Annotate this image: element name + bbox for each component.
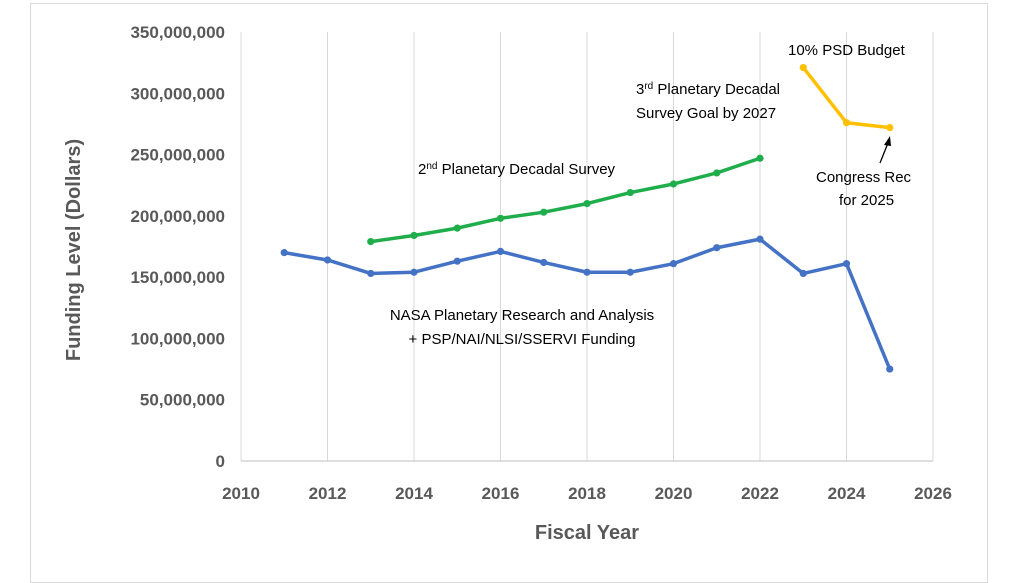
series-group [280, 63, 894, 373]
data-point [496, 247, 505, 256]
x-tick-label: 2016 [482, 484, 520, 503]
x-tick-label: 2010 [222, 484, 260, 503]
data-point [626, 188, 634, 197]
congress-arrow-head [884, 136, 891, 146]
data-point [626, 268, 634, 276]
data-point [799, 269, 807, 278]
x-tick-label: 2020 [655, 484, 693, 503]
annotation-second-survey: 2nd Planetary Decadal Survey [418, 161, 616, 179]
data-point [410, 268, 418, 276]
annotation-congress-line1: Congress Rec [816, 169, 912, 186]
y-tick-label: 150,000,000 [130, 268, 225, 287]
congress-arrow-line [879, 142, 889, 164]
data-point [713, 244, 721, 252]
y-tick-label: 100,000,000 [130, 329, 225, 348]
data-point [540, 258, 548, 267]
data-point [799, 63, 807, 72]
data-point [713, 169, 721, 177]
x-axis-title: Fiscal Year [535, 522, 639, 544]
data-point [583, 200, 591, 208]
y-axis-title: Funding Level (Dollars) [63, 139, 85, 361]
data-point [280, 249, 288, 257]
data-point [886, 124, 894, 132]
y-tick-label: 300,000,000 [130, 84, 225, 103]
x-tick-label: 2022 [741, 484, 779, 503]
data-point [756, 154, 764, 162]
x-tick-label: 2024 [828, 484, 866, 503]
data-point [323, 256, 332, 264]
annotation-third-survey-line1: 3rd Planetary Decadal [636, 81, 780, 99]
y-tick-label: 350,000,000 [130, 23, 225, 42]
data-point [410, 231, 418, 240]
y-tick-labels: 0 50,000,000 100,000,000 150,000,000 200,000… [130, 23, 225, 471]
data-point [669, 260, 678, 268]
data-point [540, 208, 548, 216]
x-tick-label: 2026 [914, 484, 952, 503]
data-point [453, 257, 461, 265]
data-point [842, 260, 851, 268]
x-tick-labels: 2010 2012 2014 2016 2018 2020 2022 2024 2026 [222, 484, 952, 503]
data-point [496, 214, 505, 222]
y-tick-label: 200,000,000 [130, 207, 225, 226]
annotation-nasa-line1: NASA Planetary Research and Analysis [390, 307, 654, 324]
data-point [886, 365, 894, 373]
data-point [367, 269, 375, 278]
data-point [367, 237, 375, 246]
annotation-psd-budget: 10% PSD Budget [788, 42, 906, 59]
annotation-third-survey-line2: Survey Goal by 2027 [636, 105, 776, 122]
x-tick-label: 2018 [568, 484, 606, 503]
data-point [842, 119, 851, 127]
gridlines [240, 32, 934, 461]
x-tick-label: 2014 [395, 484, 433, 503]
y-tick-label: 0 [216, 452, 225, 471]
y-tick-label: 250,000,000 [130, 146, 225, 165]
annotation-nasa-line2: + PSP/NAI/NLSI/SSERVI Funding [409, 331, 636, 348]
y-tick-label: 50,000,000 [140, 391, 225, 410]
series-line-2 [370, 156, 761, 244]
x-tick-label: 2012 [309, 484, 347, 503]
data-point [669, 180, 678, 188]
annotation-congress-line2: for 2025 [839, 192, 894, 209]
data-point [583, 268, 591, 276]
data-point [756, 235, 764, 243]
data-point [453, 224, 461, 232]
